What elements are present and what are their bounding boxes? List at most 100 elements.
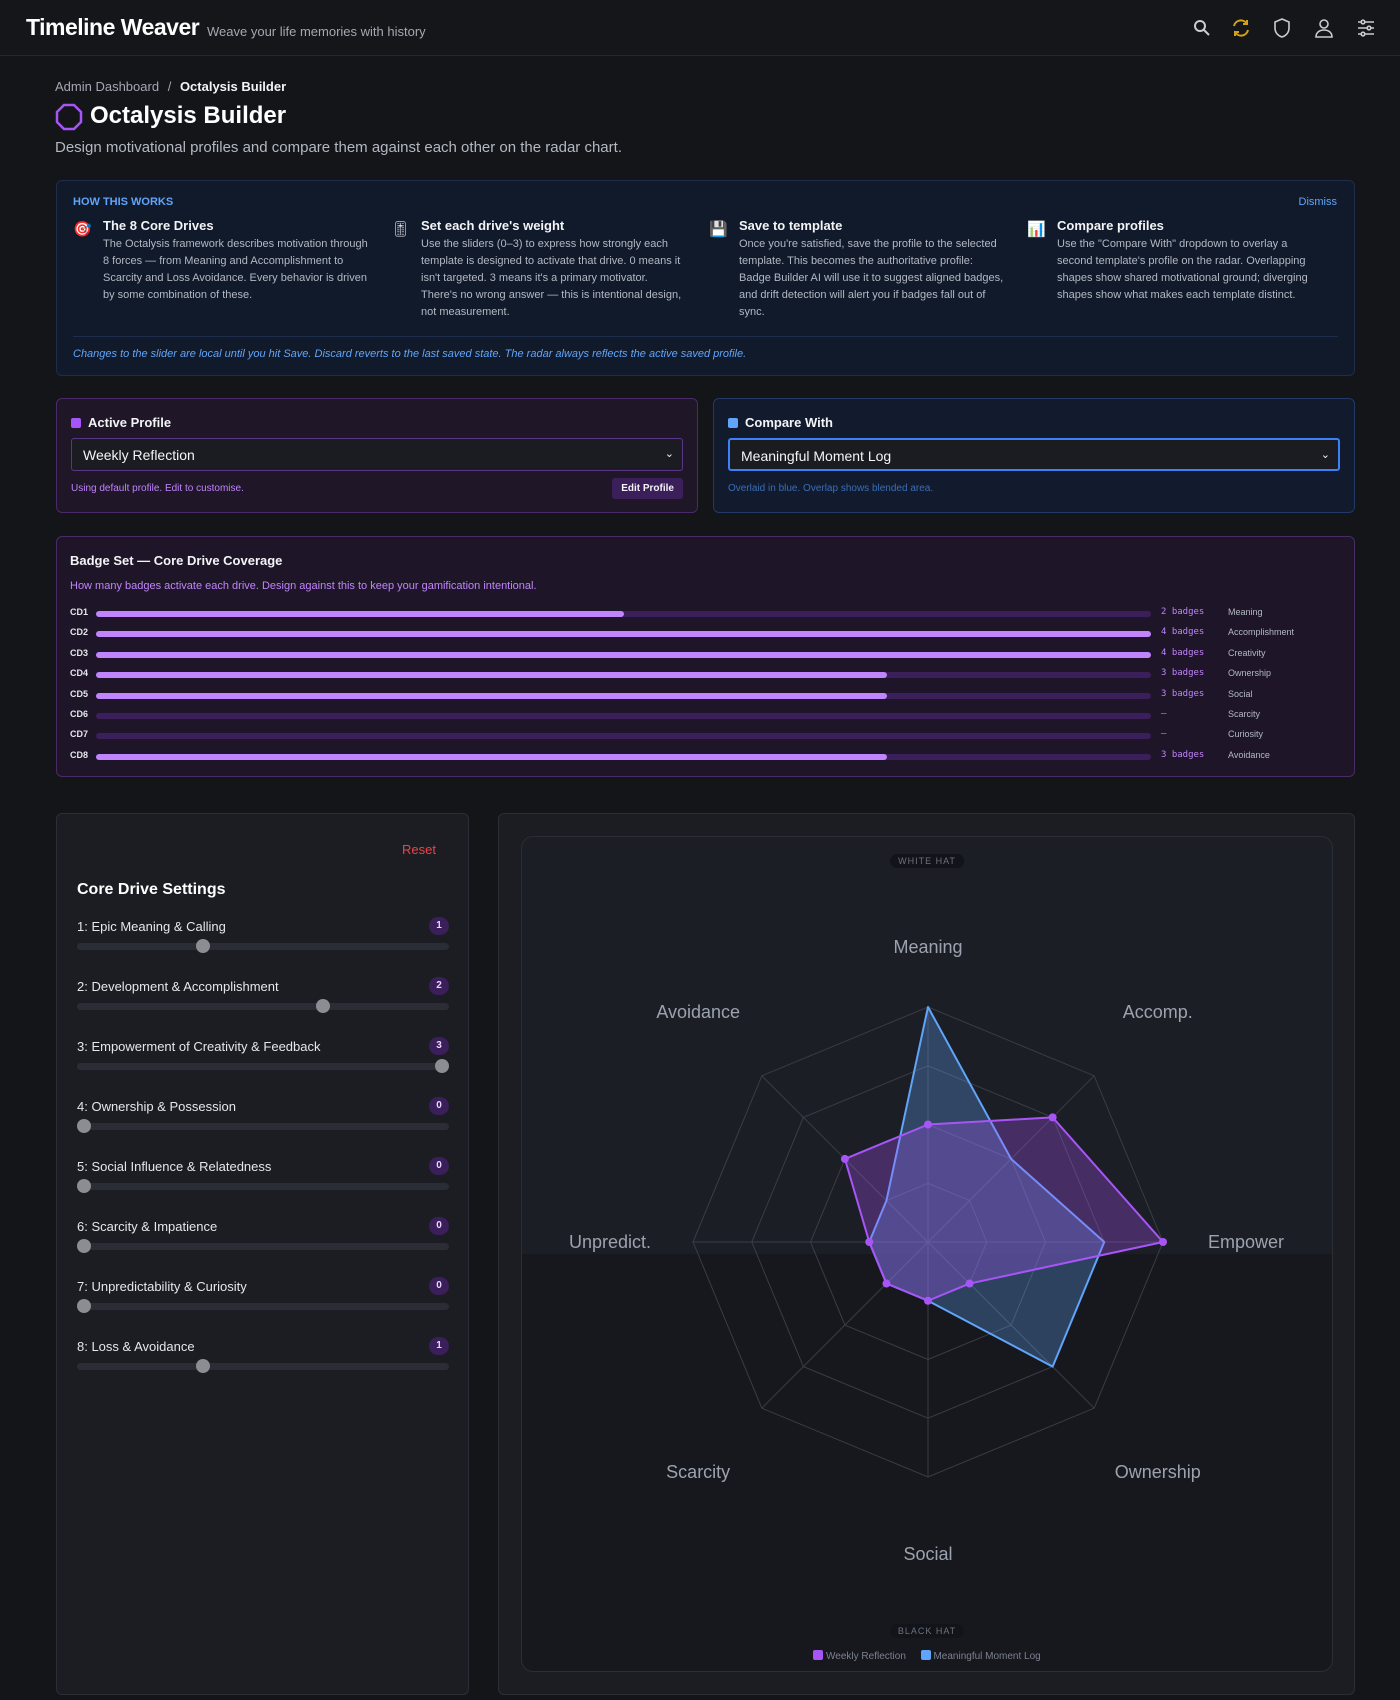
drive-slider-track[interactable]	[77, 1303, 449, 1310]
target-icon: 🎯	[73, 221, 92, 238]
drive-slider-row: 2: Development & Accomplishment 2	[77, 977, 449, 1029]
drive-slider-thumb[interactable]	[196, 1359, 211, 1373]
octagon-icon	[55, 103, 83, 131]
drive-code: CD4	[70, 668, 89, 679]
drive-slider-thumb[interactable]	[77, 1119, 91, 1133]
chart-legend: Weekly Reflection Meaningful Moment Log	[522, 1650, 1332, 1662]
dismiss-button[interactable]: Dismiss	[1298, 196, 1338, 208]
slider-icon: 🎚	[391, 221, 411, 238]
drive-name: Social	[1228, 688, 1253, 699]
coverage-bar-fill	[96, 631, 1151, 638]
drive-label: 2: Development & Accomplishment	[77, 979, 279, 994]
drive-code: CD2	[70, 627, 89, 638]
reset-button[interactable]: Reset	[402, 842, 436, 857]
settings-title: Core Drive Settings	[77, 881, 226, 898]
drive-slider-thumb[interactable]	[435, 1059, 449, 1073]
step-title: Set each drive's weight	[421, 218, 565, 233]
info-note: Changes to the slider are local until yo…	[73, 348, 747, 360]
breadcrumb-separator: /	[167, 79, 172, 94]
drive-code: CD1	[70, 607, 89, 617]
badge-coverage-row: CD2 4 badges Accomplishment	[70, 627, 1340, 641]
drive-slider-row: 6: Scarcity & Impatience 0	[77, 1217, 449, 1269]
radar-series-area	[843, 1116, 1164, 1302]
drive-slider-track[interactable]	[77, 1243, 449, 1250]
drive-slider-row: 3: Empowerment of Creativity & Feedback 3	[77, 1037, 449, 1089]
badge-coverage-row: CD6 – Scarcity	[70, 709, 1340, 723]
coverage-bar-track	[96, 733, 1151, 740]
step-title: Compare profiles	[1057, 218, 1164, 233]
legend-item: Weekly Reflection	[813, 1650, 906, 1662]
drive-slider-thumb[interactable]	[77, 1299, 91, 1313]
bar-chart-icon: 📊	[1027, 221, 1046, 238]
coverage-bar-fill	[96, 611, 624, 617]
active-profile-select[interactable]: Weekly Reflection ⌄	[71, 438, 683, 471]
drive-slider-row: 7: Unpredictability & Curiosity 0	[77, 1277, 449, 1329]
step-title: Save to template	[739, 218, 843, 233]
drive-slider-row: 5: Social Influence & Relatedness 0	[77, 1157, 449, 1209]
page-title: Octalysis Builder	[90, 102, 287, 129]
drive-label: 4: Ownership & Possession	[77, 1099, 236, 1114]
drive-slider-track[interactable]	[77, 1063, 449, 1070]
badge-coverage-row: CD4 3 badges Ownership	[70, 668, 1340, 682]
active-profile-card: Active Profile Weekly Reflection ⌄ Using …	[56, 398, 698, 513]
compare-with-card: Compare With Meaningful Moment Log ⌄ Over…	[713, 398, 1355, 513]
badge-coverage-row: CD8 3 badges Avoidance	[70, 750, 1340, 764]
drive-value-badge: 0	[429, 1097, 449, 1115]
search-icon[interactable]	[1190, 16, 1214, 40]
drive-slider-thumb[interactable]	[77, 1179, 91, 1193]
edit-profile-button[interactable]: Edit Profile	[612, 478, 683, 499]
badge-coverage-row: CD1 2 badges Meaning	[70, 607, 1340, 621]
drive-slider-track[interactable]	[77, 1123, 449, 1130]
coverage-bar-fill	[96, 692, 888, 699]
sliders-icon[interactable]	[1354, 16, 1378, 40]
selected-value: Meaningful Moment Log	[741, 448, 892, 464]
info-step: 💾 Save to template Once you're satisfied, …	[709, 218, 1004, 321]
step-text: Use the "Compare With" dropdown to overl…	[1057, 238, 1308, 301]
legend-swatch-icon	[920, 1650, 931, 1660]
drive-value-badge: 3	[429, 1037, 449, 1055]
coverage-bar-fill	[96, 672, 888, 679]
drive-slider-track[interactable]	[77, 1183, 449, 1190]
radar-data-point	[1159, 1238, 1167, 1246]
drive-code: CD6	[70, 709, 89, 719]
radar-axis-label: Unpredict.	[569, 1232, 651, 1252]
drive-slider-thumb[interactable]	[315, 999, 330, 1013]
purple-swatch-icon	[71, 417, 81, 428]
legend-swatch-icon	[813, 1650, 824, 1660]
radar-data-point	[865, 1238, 874, 1246]
radar-data-point	[965, 1279, 974, 1288]
drive-label: 3: Empowerment of Creativity & Feedback	[77, 1039, 321, 1054]
drive-slider-track[interactable]	[77, 1003, 449, 1010]
badge-coverage-row: CD3 4 badges Creativity	[70, 648, 1340, 662]
compare-with-label: Compare With	[745, 415, 833, 430]
step-text: Use the sliders (0–3) to express how str…	[421, 238, 682, 318]
breadcrumb-parent-link[interactable]: Admin Dashboard	[55, 79, 160, 94]
compare-with-hint: Overlaid in blue. Overlap shows blended …	[728, 483, 934, 494]
drive-slider-track[interactable]	[77, 1363, 449, 1370]
drive-value-badge: 0	[429, 1277, 449, 1295]
page-description: Design motivational profiles and compare…	[55, 139, 622, 156]
coverage-bar-track	[96, 672, 1151, 679]
shield-icon[interactable]	[1270, 16, 1294, 40]
drive-name: Scarcity	[1228, 709, 1261, 719]
info-step: 📊 Compare profiles Use the "Compare With" …	[1027, 218, 1322, 304]
sync-icon[interactable]	[1229, 16, 1253, 40]
drive-name: Creativity	[1228, 647, 1266, 658]
legend-label: Weekly Reflection	[826, 1651, 906, 1662]
step-title: The 8 Core Drives	[103, 218, 214, 233]
drive-slider-thumb[interactable]	[196, 939, 211, 953]
drive-slider-row: 4: Ownership & Possession 0	[77, 1097, 449, 1149]
coverage-bar-track	[96, 692, 1151, 699]
drive-value-badge: 1	[429, 917, 449, 935]
coverage-bar-fill	[96, 753, 888, 760]
drive-slider-thumb[interactable]	[77, 1239, 91, 1253]
divider	[73, 336, 1338, 337]
drive-value-badge: 2	[429, 977, 449, 995]
drive-slider-track[interactable]	[77, 943, 449, 950]
user-icon[interactable]	[1312, 16, 1336, 40]
radar-data-point	[1048, 1113, 1057, 1122]
radar-data-point	[840, 1154, 849, 1163]
compare-with-select[interactable]: Meaningful Moment Log ⌄	[728, 438, 1340, 471]
radar-axis-label: Empower	[1208, 1232, 1284, 1252]
drive-code: CD7	[70, 729, 89, 740]
